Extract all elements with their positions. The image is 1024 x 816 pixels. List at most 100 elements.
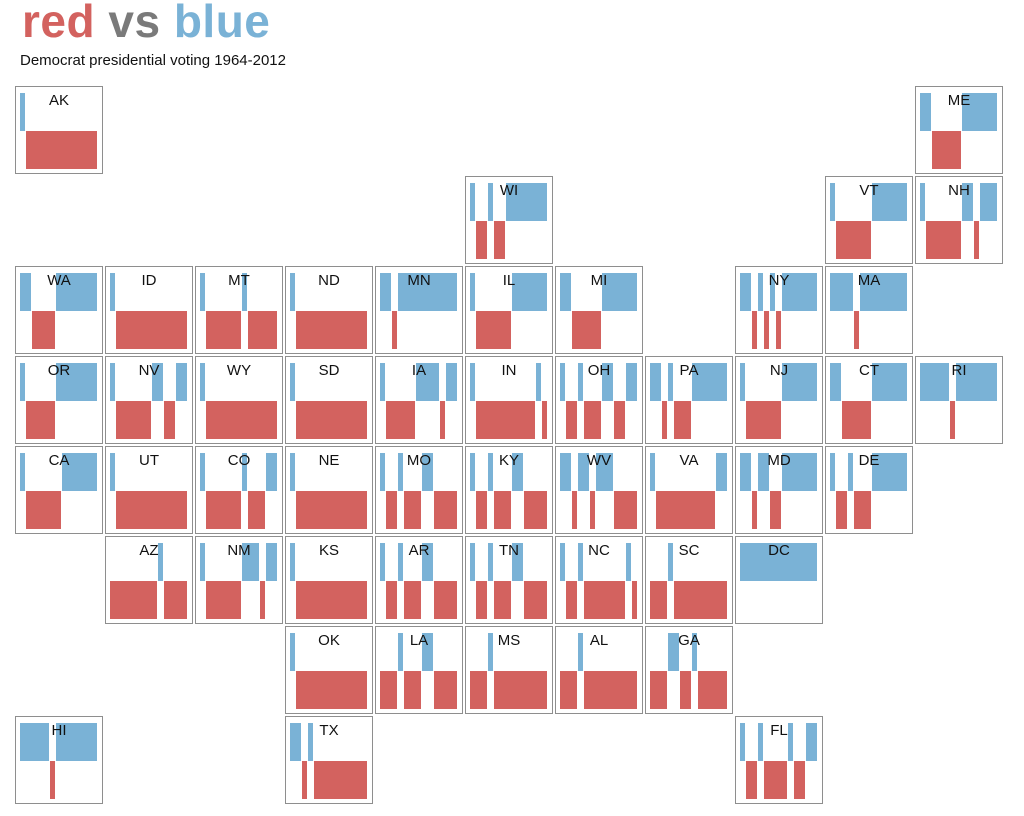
state-tile-nh: NH	[915, 176, 1003, 264]
republican-bar-ks-1968	[296, 581, 367, 619]
state-tile-ca: CA	[15, 446, 103, 534]
state-label: WY	[226, 362, 252, 379]
state-tile-wy: WY	[195, 356, 283, 444]
republican-bar-mo-1980	[404, 491, 421, 529]
state-tile-ms: MS	[465, 626, 553, 714]
state-label: SC	[678, 542, 700, 559]
democrat-bar-az-1996	[158, 543, 163, 581]
republican-bar-ca-1968	[26, 491, 61, 529]
democrat-bar-il-1964	[470, 273, 475, 311]
state-label: AK	[48, 92, 69, 109]
democrat-bar-wa-1988	[56, 273, 97, 311]
republican-bar-ny-1988	[776, 311, 781, 349]
democrat-bar-pa-1964	[650, 363, 661, 401]
democrat-bar-ny-1976	[758, 273, 763, 311]
democrat-bar-pa-1992	[692, 363, 727, 401]
democrat-bar-co-1992	[242, 453, 247, 491]
state-tile-wa: WA	[15, 266, 103, 354]
chart-title: red vs blue	[22, 0, 270, 48]
state-tile-mn: MN	[375, 266, 463, 354]
republican-bar-ut-1968	[116, 491, 187, 529]
democrat-bar-ga-1976	[668, 633, 679, 671]
state-tile-va: VA	[645, 446, 733, 534]
republican-bar-nc-1968	[566, 581, 577, 619]
chart-subtitle: Democrat presidential voting 1964-2012	[20, 52, 286, 69]
republican-bar-ia-2004	[440, 401, 445, 439]
state-tile-nc: NC	[555, 536, 643, 624]
republican-bar-az-2000	[164, 581, 187, 619]
democrat-bar-oh-1964	[560, 363, 565, 401]
democrat-bar-ri-1964	[920, 363, 949, 401]
republican-bar-ia-1968	[386, 401, 415, 439]
republican-bar-fl-2000	[794, 761, 805, 799]
democrat-bar-ky-1976	[488, 453, 493, 491]
democrat-bar-tx-1976	[308, 723, 313, 761]
democrat-bar-fl-1976	[758, 723, 763, 761]
state-tile-ok: OK	[285, 626, 373, 714]
state-tile-nv: NV	[105, 356, 193, 444]
republican-bar-nm-2004	[260, 581, 265, 619]
democrat-bar-ms-1976	[488, 633, 493, 671]
democrat-bar-wv-1976	[578, 453, 589, 491]
republican-bar-de-1980	[854, 491, 871, 529]
democrat-bar-nc-2008	[626, 543, 631, 581]
democrat-bar-md-1964	[740, 453, 751, 491]
state-tile-ks: KS	[285, 536, 373, 624]
state-label: MT	[228, 272, 250, 289]
republican-bar-tx-1972	[302, 761, 307, 799]
state-label: NE	[318, 452, 340, 469]
republican-bar-nc-1980	[584, 581, 625, 619]
state-tile-sd: SD	[285, 356, 373, 444]
republican-bar-ne-1968	[296, 491, 367, 529]
state-tile-ga: GA	[645, 626, 733, 714]
democrat-bar-ct-1964	[830, 363, 841, 401]
democrat-bar-mo-1992	[422, 453, 433, 491]
democrat-bar-sc-1976	[668, 543, 673, 581]
state-tile-sc: SC	[645, 536, 733, 624]
democrat-bar-nm-1964	[200, 543, 205, 581]
democrat-bar-ar-1992	[422, 543, 433, 581]
state-label: MO	[406, 452, 432, 469]
state-tile-ne: NE	[285, 446, 373, 534]
democrat-bar-nh-2004	[980, 183, 997, 221]
state-tile-ky: KY	[465, 446, 553, 534]
state-label: AZ	[139, 542, 159, 559]
state-tile-hi: HI	[15, 716, 103, 804]
republican-bar-fl-1980	[764, 761, 787, 799]
state-tile-ia: IA	[375, 356, 463, 444]
republican-bar-ga-1964	[650, 671, 667, 709]
republican-bar-sc-1964	[650, 581, 667, 619]
republican-bar-tn-1980	[494, 581, 511, 619]
state-tile-ny: NY	[735, 266, 823, 354]
state-tile-wi: WI	[465, 176, 553, 264]
republican-bar-id-1968	[116, 311, 187, 349]
state-label: KY	[498, 452, 519, 469]
democrat-bar-mn-1976	[398, 273, 457, 311]
democrat-bar-ut-1964	[110, 453, 115, 491]
democrat-bar-ri-1988	[956, 363, 997, 401]
republican-bar-al-1964	[560, 671, 577, 709]
democrat-bar-in-2008	[536, 363, 541, 401]
democrat-bar-tn-1976	[488, 543, 493, 581]
democrat-bar-in-1964	[470, 363, 475, 401]
republican-bar-ny-1972	[752, 311, 757, 349]
democrat-bar-vt-1992	[872, 183, 907, 221]
state-tile-tx: TX	[285, 716, 373, 804]
democrat-bar-nh-1992	[962, 183, 973, 221]
republican-bar-ak-1968	[26, 131, 97, 169]
democrat-bar-ar-1976	[398, 543, 403, 581]
republican-bar-nd-1968	[296, 311, 367, 349]
democrat-bar-pa-1976	[668, 363, 673, 401]
democrat-bar-nh-1964	[920, 183, 925, 221]
title-blue-word: blue	[173, 0, 271, 47]
democrat-bar-mo-1964	[380, 453, 385, 491]
republican-bar-tn-1968	[476, 581, 487, 619]
democrat-bar-oh-2008	[626, 363, 637, 401]
democrat-bar-id-1964	[110, 273, 115, 311]
state-tile-wv: WV	[555, 446, 643, 534]
state-label: MS	[497, 632, 521, 649]
democrat-bar-dc-1964	[740, 543, 817, 581]
state-tile-pa: PA	[645, 356, 733, 444]
democrat-bar-oh-1992	[602, 363, 613, 401]
republican-bar-wv-1984	[590, 491, 595, 529]
